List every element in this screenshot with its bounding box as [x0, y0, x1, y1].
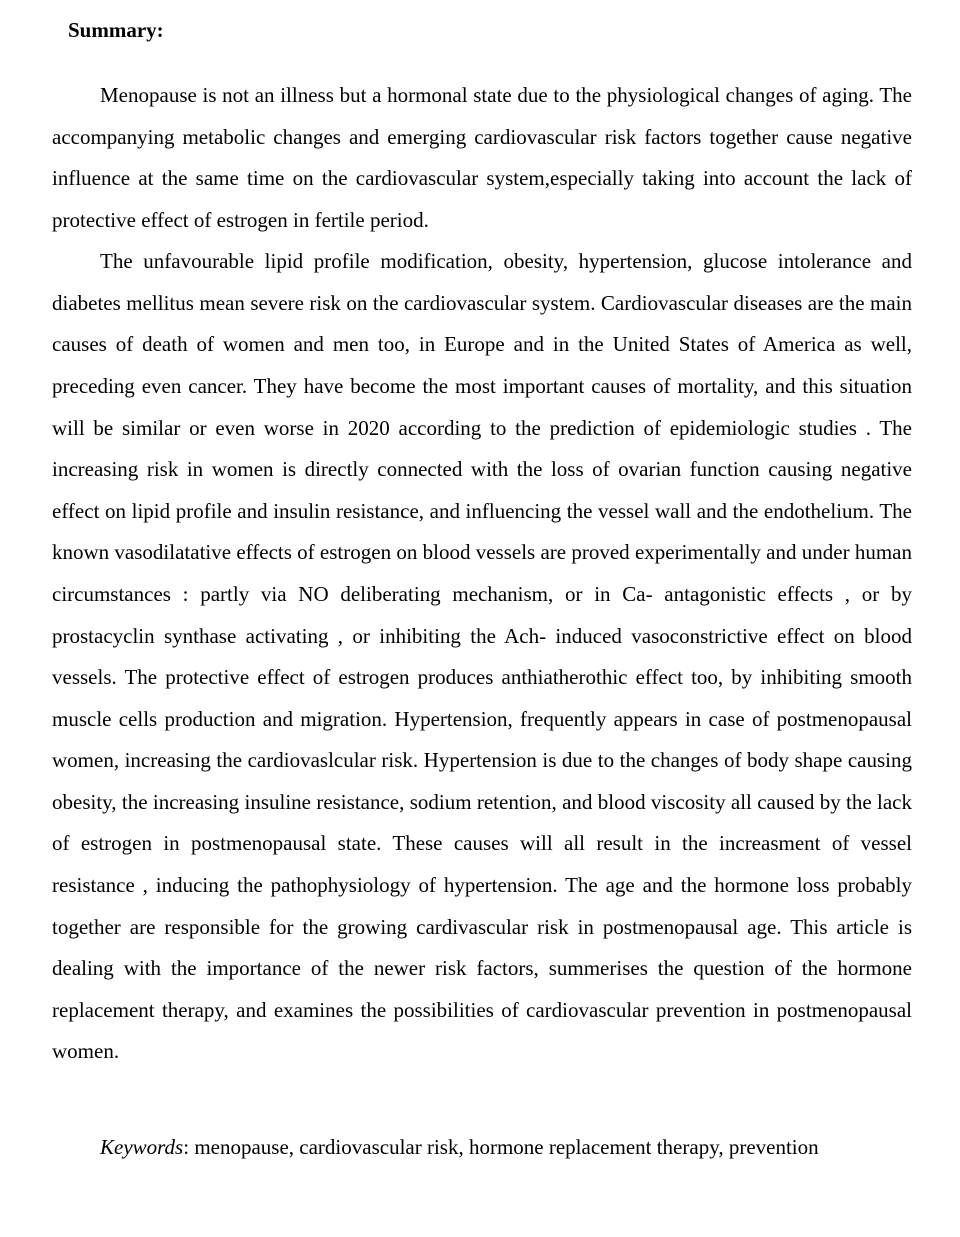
summary-paragraph-1: Menopause is not an illness but a hormon…	[52, 75, 912, 241]
summary-paragraph-2: The unfavourable lipid profile modificat…	[52, 241, 912, 1073]
keywords-label: Keywords	[100, 1135, 183, 1159]
keywords-text: : menopause, cardiovascular risk, hormon…	[183, 1135, 818, 1159]
keywords-line: Keywords: menopause, cardiovascular risk…	[52, 1135, 912, 1160]
summary-heading: Summary:	[68, 18, 912, 43]
document-page: Summary: Menopause is not an illness but…	[0, 0, 960, 1200]
